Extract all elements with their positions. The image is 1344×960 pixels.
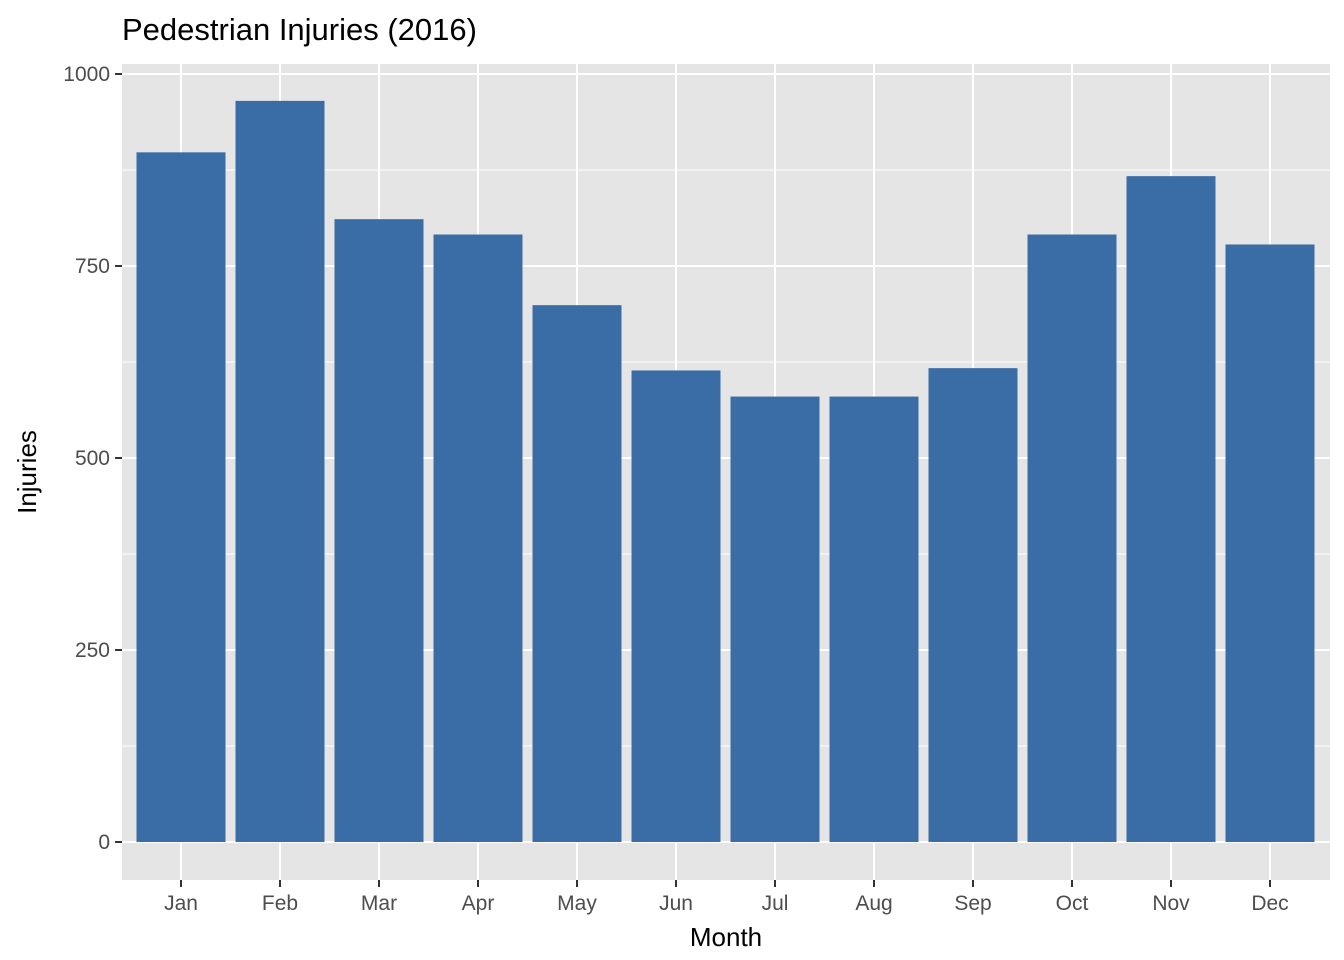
x-axis: Jan Feb Mar Apr May Jun Jul Aug Sep Oct Nov Dec	[164, 880, 1289, 915]
y-axis-title: Injuries	[12, 430, 42, 514]
bar-mar	[334, 219, 424, 843]
x-tick-label: Aug	[855, 892, 892, 915]
chart-title: Pedestrian Injuries (2016)	[122, 12, 477, 47]
bar-feb	[235, 100, 325, 842]
bars-group	[136, 100, 1315, 843]
y-tick-label: 750	[75, 255, 110, 278]
y-tick-label: 500	[75, 447, 110, 470]
bar-sep	[928, 368, 1018, 842]
x-tick-label: Dec	[1251, 892, 1288, 915]
bar-jan	[136, 152, 226, 842]
y-tick-label: 250	[75, 639, 110, 662]
bar-nov	[1126, 176, 1216, 843]
x-tick-label: Mar	[361, 892, 397, 915]
y-axis: 0 250 500 750 1000	[63, 63, 122, 854]
x-tick-label: Feb	[262, 892, 298, 915]
bar-may	[532, 305, 622, 843]
y-tick-label: 0	[98, 831, 110, 854]
bar-oct	[1027, 234, 1117, 843]
bar-dec	[1225, 244, 1315, 843]
x-tick-label: Sep	[954, 892, 991, 915]
x-tick-label: Jun	[659, 892, 693, 915]
bar-jul	[730, 396, 820, 842]
bar-apr	[433, 234, 523, 843]
bar-aug	[829, 396, 919, 842]
y-tick-label: 1000	[63, 63, 110, 86]
x-tick-label: Oct	[1056, 892, 1089, 915]
x-tick-label: Apr	[462, 892, 495, 915]
x-tick-label: Jan	[164, 892, 198, 915]
x-tick-label: May	[557, 892, 597, 915]
bar-jun	[631, 370, 721, 842]
x-tick-label: Jul	[762, 892, 789, 915]
x-axis-title: Month	[690, 922, 762, 952]
x-tick-label: Nov	[1152, 892, 1190, 915]
